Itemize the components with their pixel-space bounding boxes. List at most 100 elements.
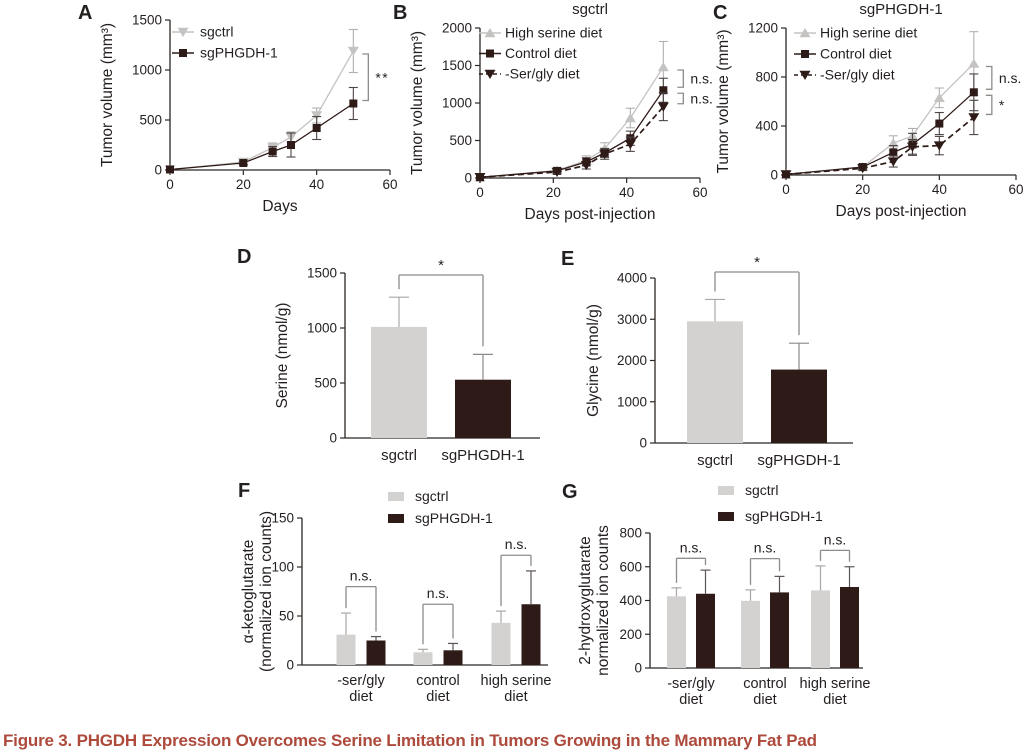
svg-text:20: 20 <box>236 177 251 192</box>
svg-text:0: 0 <box>634 661 642 676</box>
y-axis-label: Tumor volume (mm³) <box>99 23 116 167</box>
panel-letter: C <box>713 2 727 24</box>
svg-text:60: 60 <box>382 177 397 192</box>
svg-text:High serine diet: High serine diet <box>505 25 602 41</box>
svg-text:1000: 1000 <box>132 63 162 78</box>
svg-text:0: 0 <box>166 177 174 192</box>
svg-text:n.s.: n.s. <box>680 539 703 555</box>
legend: sgctrl sgPHGDH-1 <box>172 24 278 61</box>
svg-text:diet: diet <box>349 689 372 705</box>
svg-text:diet: diet <box>504 689 527 705</box>
svg-text:diet: diet <box>679 692 702 708</box>
svg-text:40: 40 <box>932 182 947 197</box>
svg-text:1000: 1000 <box>307 321 337 336</box>
svg-text:(normalized ion counts): (normalized ion counts) <box>258 511 275 672</box>
panel-e-chart: E 0 1000 2000 3000 4000 Glycine (nmol/g) sgctrl… <box>561 248 853 469</box>
svg-text:100: 100 <box>271 560 294 575</box>
svg-text:1000: 1000 <box>442 96 472 111</box>
panel-letter: F <box>238 480 250 502</box>
svg-text:2-hydroxyglutarate: 2-hydroxyglutarate <box>577 536 594 664</box>
svg-text:A: A <box>78 2 92 24</box>
chart-title: sgPHGDH-1 <box>859 1 942 18</box>
svg-text:control: control <box>416 673 460 689</box>
svg-text:800: 800 <box>619 526 642 541</box>
svg-text:n.s.: n.s. <box>427 585 450 601</box>
svg-text:sgPHGDH-1: sgPHGDH-1 <box>441 447 524 464</box>
svg-text:0: 0 <box>476 185 484 200</box>
panel-letter: A <box>78 2 92 24</box>
axes: 0 500 1000 1500 2000 0 20 40 60 <box>442 21 708 201</box>
y-axis-label: 2-hydroxyglutarate normalized ion counts <box>577 525 612 676</box>
y-axis-label: Glycine (nmol/g) <box>585 304 602 417</box>
svg-text:1000: 1000 <box>617 394 647 409</box>
legend: High serine diet Control diet -Ser/gly die… <box>794 25 917 83</box>
svg-text:600: 600 <box>619 559 642 574</box>
svg-text:150: 150 <box>271 511 294 526</box>
svg-text:sgPHGDH-1: sgPHGDH-1 <box>757 452 840 469</box>
svg-text:sgPHGDH-1: sgPHGDH-1 <box>859 1 942 18</box>
svg-text:F: F <box>238 480 250 502</box>
svg-text:60: 60 <box>1008 182 1023 197</box>
svg-text:0: 0 <box>782 182 790 197</box>
svg-text:G: G <box>562 481 578 503</box>
svg-text:C: C <box>713 2 727 24</box>
significance: n.s. * <box>985 65 1021 116</box>
series-1 <box>166 86 358 174</box>
svg-text:n.s.: n.s. <box>690 91 713 107</box>
svg-text:800: 800 <box>755 70 778 85</box>
svg-text:n.s.: n.s. <box>754 540 777 556</box>
svg-text:Control diet: Control diet <box>505 45 577 61</box>
series-2 <box>780 99 980 180</box>
chart-title: sgctrl <box>572 1 608 18</box>
svg-text:sgctrl: sgctrl <box>697 452 733 469</box>
svg-text:-Ser/gly diet: -Ser/gly diet <box>820 67 895 83</box>
caption-text: Figure 3. PHGDH Expression Overcomes Ser… <box>3 731 817 750</box>
svg-text:1500: 1500 <box>307 266 337 281</box>
svg-text:Days post-injection: Days post-injection <box>836 203 967 220</box>
svg-text:E: E <box>561 248 574 270</box>
svg-text:0: 0 <box>639 436 647 451</box>
svg-text:Glycine (nmol/g): Glycine (nmol/g) <box>585 304 602 417</box>
svg-text:n.s.: n.s. <box>690 71 713 87</box>
svg-text:1200: 1200 <box>748 21 778 36</box>
svg-text:Tumor volume (mm³): Tumor volume (mm³) <box>715 29 732 173</box>
svg-text:High serine diet: High serine diet <box>820 25 917 41</box>
panel-letter: D <box>237 246 251 268</box>
svg-text:40: 40 <box>619 185 634 200</box>
y-axis-label: α-ketoglutarate (normalized ion counts) <box>240 511 275 672</box>
panel-e: E 0 1000 2000 3000 4000 Glycine (nmol/g) sgctrl… <box>555 240 890 478</box>
svg-text:0: 0 <box>770 168 778 183</box>
panel-d-chart: D 0 500 1000 1500 Serine (nmol/g) sgctrl sgPHGD… <box>237 246 540 464</box>
y-axis-label: Tumor volume (mm³) <box>409 31 426 175</box>
svg-text:sgctrl: sgctrl <box>745 482 778 498</box>
series-1 <box>782 73 979 179</box>
svg-text:2000: 2000 <box>442 21 472 36</box>
significance: n.s. n.s. n.s. <box>675 531 851 585</box>
svg-text:sgPHGDH-1: sgPHGDH-1 <box>415 510 493 526</box>
svg-text:0: 0 <box>154 163 162 178</box>
significance: * <box>398 257 484 347</box>
svg-text:3000: 3000 <box>617 312 647 327</box>
x-axis-label: Days post-injection <box>836 203 967 220</box>
svg-text:sgctrl: sgctrl <box>200 24 233 40</box>
svg-text:0: 0 <box>286 658 294 673</box>
svg-text:sgctrl: sgctrl <box>381 447 417 464</box>
svg-text:2000: 2000 <box>617 353 647 368</box>
svg-text:sgctrl: sgctrl <box>415 488 448 504</box>
series-2 <box>474 92 669 183</box>
svg-text:*: * <box>754 254 760 271</box>
panel-g: G 0 200 400 600 800 2-hydroxyglutarate normaliz… <box>560 478 900 740</box>
svg-text:0: 0 <box>464 171 472 186</box>
svg-text:0: 0 <box>329 431 337 446</box>
panel-letter: E <box>561 248 574 270</box>
svg-text:n.s.: n.s. <box>505 536 528 552</box>
svg-text:α-ketoglutarate: α-ketoglutarate <box>240 540 257 644</box>
svg-text:Tumor volume (mm³): Tumor volume (mm³) <box>409 31 426 175</box>
panel-g-chart: G 0 200 400 600 800 2-hydroxyglutarate normaliz… <box>562 481 870 708</box>
svg-text:n.s.: n.s. <box>824 531 847 547</box>
svg-text:diet: diet <box>426 689 449 705</box>
axes: 0 500 1000 1500 0 20 40 60 <box>132 13 398 193</box>
